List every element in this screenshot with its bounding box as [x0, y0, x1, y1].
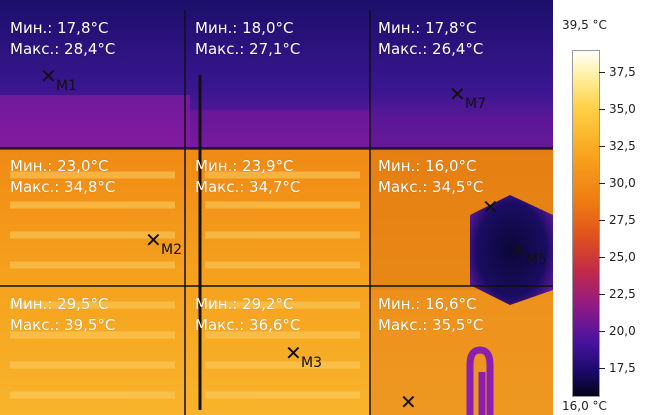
cell-2-min: Мин.: 18,0°C	[195, 19, 294, 37]
scale-tick-20-0: 20,0	[599, 324, 636, 338]
scale-tick-17-5: 17,5	[599, 361, 636, 375]
cell-5-label: Мин.: 23,9°C Макс.: 34,7°C	[195, 156, 300, 198]
marker-m3-label: M3	[301, 355, 322, 371]
cell-8-min: Мин.: 29,2°C	[195, 295, 294, 313]
scale-min-label: 16,0 °C	[562, 399, 607, 413]
crosshair-icon: ✕	[449, 82, 466, 106]
cell-7-min: Мин.: 29,5°C	[10, 295, 109, 313]
cell-5-max: Макс.: 34,7°C	[195, 178, 301, 196]
cell-4-min: Мин.: 23,0°C	[10, 157, 109, 175]
cell-4-max: Макс.: 34,8°C	[10, 178, 116, 196]
scale-tick-35-0: 35,0	[599, 102, 636, 116]
cell-7-label: Мин.: 29,5°C Макс.: 39,5°C	[10, 294, 115, 336]
scale-tick-30-0: 30,0	[599, 176, 636, 190]
marker-m2-label: M2	[161, 242, 182, 258]
crosshair-icon: ✕	[482, 195, 499, 219]
cell-7-max: Макс.: 39,5°C	[10, 316, 116, 334]
scale-tick-27-5: 27,5	[599, 213, 636, 227]
cell-3-max: Макс.: 26,4°C	[378, 40, 484, 58]
thermal-background	[0, 0, 553, 415]
color-scale-bar	[572, 50, 600, 397]
cell-3-min: Мин.: 17,8°C	[378, 19, 477, 37]
scale-tick-32-5: 32,5	[599, 139, 636, 153]
cell-1-min: Мин.: 17,8°C	[10, 19, 109, 37]
cell-4-label: Мин.: 23,0°C Макс.: 34,8°C	[10, 156, 115, 198]
cell-6-label: Мин.: 16,0°C Макс.: 34,5°C	[378, 156, 483, 198]
cell-6-max: Макс.: 34,5°C	[378, 178, 484, 196]
thermal-image: Мин.: 17,8°C Макс.: 28,4°C Мин.: 18,0°C …	[0, 0, 553, 415]
crosshair-icon: ✕	[400, 390, 417, 414]
marker-m7-label: M7	[465, 96, 486, 112]
crosshair-icon: ✕	[510, 238, 527, 262]
cell-8-max: Макс.: 36,6°C	[195, 316, 301, 334]
scale-tick-25-0: 25,0	[599, 250, 636, 264]
marker-m1-label: M1	[56, 78, 77, 94]
cell-1-label: Мин.: 17,8°C Макс.: 28,4°C	[10, 18, 115, 60]
marker-m5-label: M5	[526, 252, 547, 268]
cell-9-min: Мин.: 16,6°C	[378, 295, 477, 313]
scale-tick-22-5: 22,5	[599, 287, 636, 301]
crosshair-icon: ✕	[145, 228, 162, 252]
cell-6-min: Мин.: 16,0°C	[378, 157, 477, 175]
scale-tick-37-5: 37,5	[599, 65, 636, 79]
cell-9-label: Мин.: 16,6°C Макс.: 35,5°C	[378, 294, 483, 336]
crosshair-icon: ✕	[285, 341, 302, 365]
crosshair-icon: ✕	[40, 64, 57, 88]
cell-1-max: Макс.: 28,4°C	[10, 40, 116, 58]
cell-3-label: Мин.: 17,8°C Макс.: 26,4°C	[378, 18, 483, 60]
cell-8-label: Мин.: 29,2°C Макс.: 36,6°C	[195, 294, 300, 336]
scale-max-label: 39,5 °C	[562, 18, 607, 32]
cell-2-label: Мин.: 18,0°C Макс.: 27,1°C	[195, 18, 300, 60]
cell-2-max: Макс.: 27,1°C	[195, 40, 301, 58]
cell-9-max: Макс.: 35,5°C	[378, 316, 484, 334]
cell-5-min: Мин.: 23,9°C	[195, 157, 294, 175]
